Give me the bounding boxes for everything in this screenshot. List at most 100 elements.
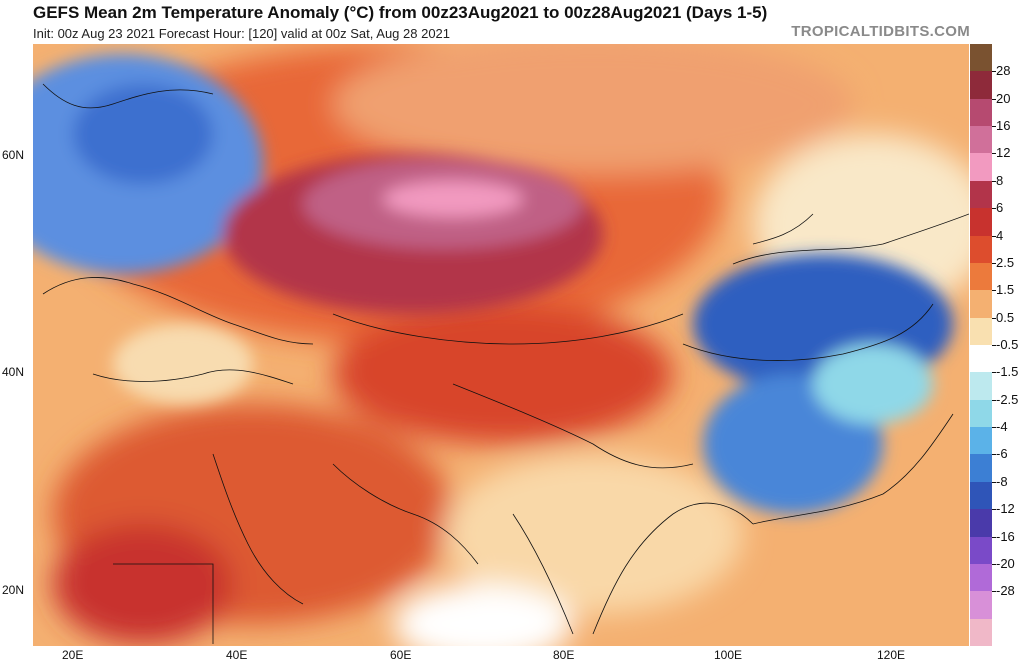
russia-border — [732, 213, 969, 265]
lon-label-100e: 100E — [714, 648, 743, 662]
colorbar-segment — [970, 98, 992, 127]
coastlines — [42, 83, 969, 644]
colorbar-segment — [970, 481, 992, 510]
arabian-sea-neutral — [393, 584, 573, 646]
colorbar-segment — [970, 591, 992, 620]
far-east-coast — [752, 213, 814, 245]
colorbar-tick — [992, 563, 996, 565]
colorbar-tick — [992, 126, 996, 128]
colorbar-tick — [992, 427, 996, 429]
lon-label-20e: 20E — [62, 648, 84, 662]
colorbar-tick — [992, 591, 996, 593]
tarim-warm-field — [333, 304, 673, 444]
lat-label-60n: 60N — [2, 148, 25, 162]
himalaya-border — [452, 383, 694, 469]
colorbar-label: -0.5 — [996, 337, 1019, 352]
colorbar-tick — [992, 235, 996, 237]
colorbar-segment — [970, 536, 992, 565]
india-west-coast — [512, 513, 574, 635]
colorbar-segment — [970, 290, 992, 319]
china-cool-field — [813, 344, 933, 424]
colorbar-segment — [970, 509, 992, 538]
colorbar-label: 2.5 — [996, 254, 1015, 270]
colorbar-label: -1.5 — [996, 364, 1019, 380]
colorbar-segment — [970, 345, 992, 373]
colorbar-tick — [992, 454, 996, 456]
colorbar-tick — [992, 481, 996, 483]
colorbar-segment — [970, 235, 992, 264]
scandinavia-coast — [42, 83, 214, 109]
colorbar-segment — [970, 618, 992, 647]
colorbar-tick — [992, 180, 996, 182]
mongolia-border — [682, 303, 934, 361]
colorbar-label: -28 — [996, 583, 1015, 599]
colorbar-tick — [992, 317, 996, 319]
colorbar-label: 16 — [996, 118, 1011, 134]
colorbar-label: -6 — [996, 446, 1008, 462]
colorbar-segment — [970, 126, 992, 154]
colorbar-label: 28 — [996, 63, 1011, 79]
colorbar-tick — [992, 399, 996, 401]
lat-label-40n: 40N — [2, 365, 25, 379]
colorbar-segment — [970, 399, 992, 428]
colorbar-tick — [992, 71, 996, 73]
colorbar-segment — [970, 372, 992, 401]
map-subtitle: Init: 00z Aug 23 2021 Forecast Hour: [12… — [33, 26, 451, 41]
colorbar-label: -16 — [996, 528, 1015, 544]
persian-gulf-coast — [332, 463, 479, 565]
colorbar-label: 20 — [996, 90, 1011, 106]
colorbar-tick — [992, 153, 996, 155]
colorbar-segment — [970, 262, 992, 291]
colorbar-tick — [992, 372, 996, 374]
colorbar-label: 1.5 — [996, 282, 1015, 298]
india-east-coast — [592, 502, 754, 635]
colorbar-tick — [992, 208, 996, 210]
colorbar — [970, 44, 992, 647]
colorbar-label: 4 — [996, 227, 1004, 243]
map-svg — [33, 44, 969, 646]
sahara-warm-field — [53, 524, 233, 644]
colorbar-label: -2.5 — [996, 391, 1019, 407]
north-warm-field — [333, 44, 853, 174]
brand-watermark: TROPICALTIDBITS.COM — [791, 23, 970, 40]
colorbar-segment — [970, 427, 992, 455]
red-sea-coast — [212, 453, 304, 605]
colorbar-segment — [970, 208, 992, 237]
india-neutral-field — [443, 454, 743, 614]
china-coast — [752, 413, 954, 525]
coast-line-2 — [92, 369, 294, 385]
colorbar-label: 8 — [996, 172, 1004, 188]
coast-line-1 — [42, 277, 314, 345]
colorbar-label: -4 — [996, 419, 1008, 435]
africa-borders — [113, 563, 214, 644]
map-title: GEFS Mean 2m Temperature Anomaly (°C) fr… — [33, 3, 768, 22]
colorbar-segment — [970, 180, 992, 209]
colorbar-label: 0.5 — [996, 309, 1015, 325]
colorbar-segment — [970, 71, 992, 100]
scandinavia-core — [73, 84, 213, 184]
colorbar-label: -12 — [996, 501, 1015, 517]
colorbar-label: -8 — [996, 473, 1008, 489]
colorbar-segment — [970, 317, 992, 346]
colorbar-tick — [992, 345, 996, 346]
temperature-anomaly-map — [33, 44, 969, 646]
colorbar-label: 6 — [996, 200, 1004, 216]
siberia-peak-field — [383, 181, 523, 217]
kazakh-border — [332, 313, 684, 345]
lon-label-80e: 80E — [553, 648, 575, 662]
lon-label-60e: 60E — [390, 648, 412, 662]
colorbar-tick — [992, 262, 996, 264]
colorbar-segment — [970, 153, 992, 182]
colorbar-tick — [992, 509, 996, 511]
colorbar-segment — [970, 563, 992, 592]
colorbar-segment — [970, 44, 992, 72]
lon-label-40e: 40E — [226, 648, 248, 662]
colorbar-segment — [970, 454, 992, 483]
colorbar-tick — [992, 290, 996, 292]
colorbar-label: -20 — [996, 555, 1015, 571]
turkey-neutral — [113, 324, 253, 404]
lat-label-20n: 20N — [2, 583, 25, 597]
colorbar-tick — [992, 536, 996, 538]
colorbar-label: 12 — [996, 145, 1011, 161]
colorbar-tick — [992, 98, 996, 100]
